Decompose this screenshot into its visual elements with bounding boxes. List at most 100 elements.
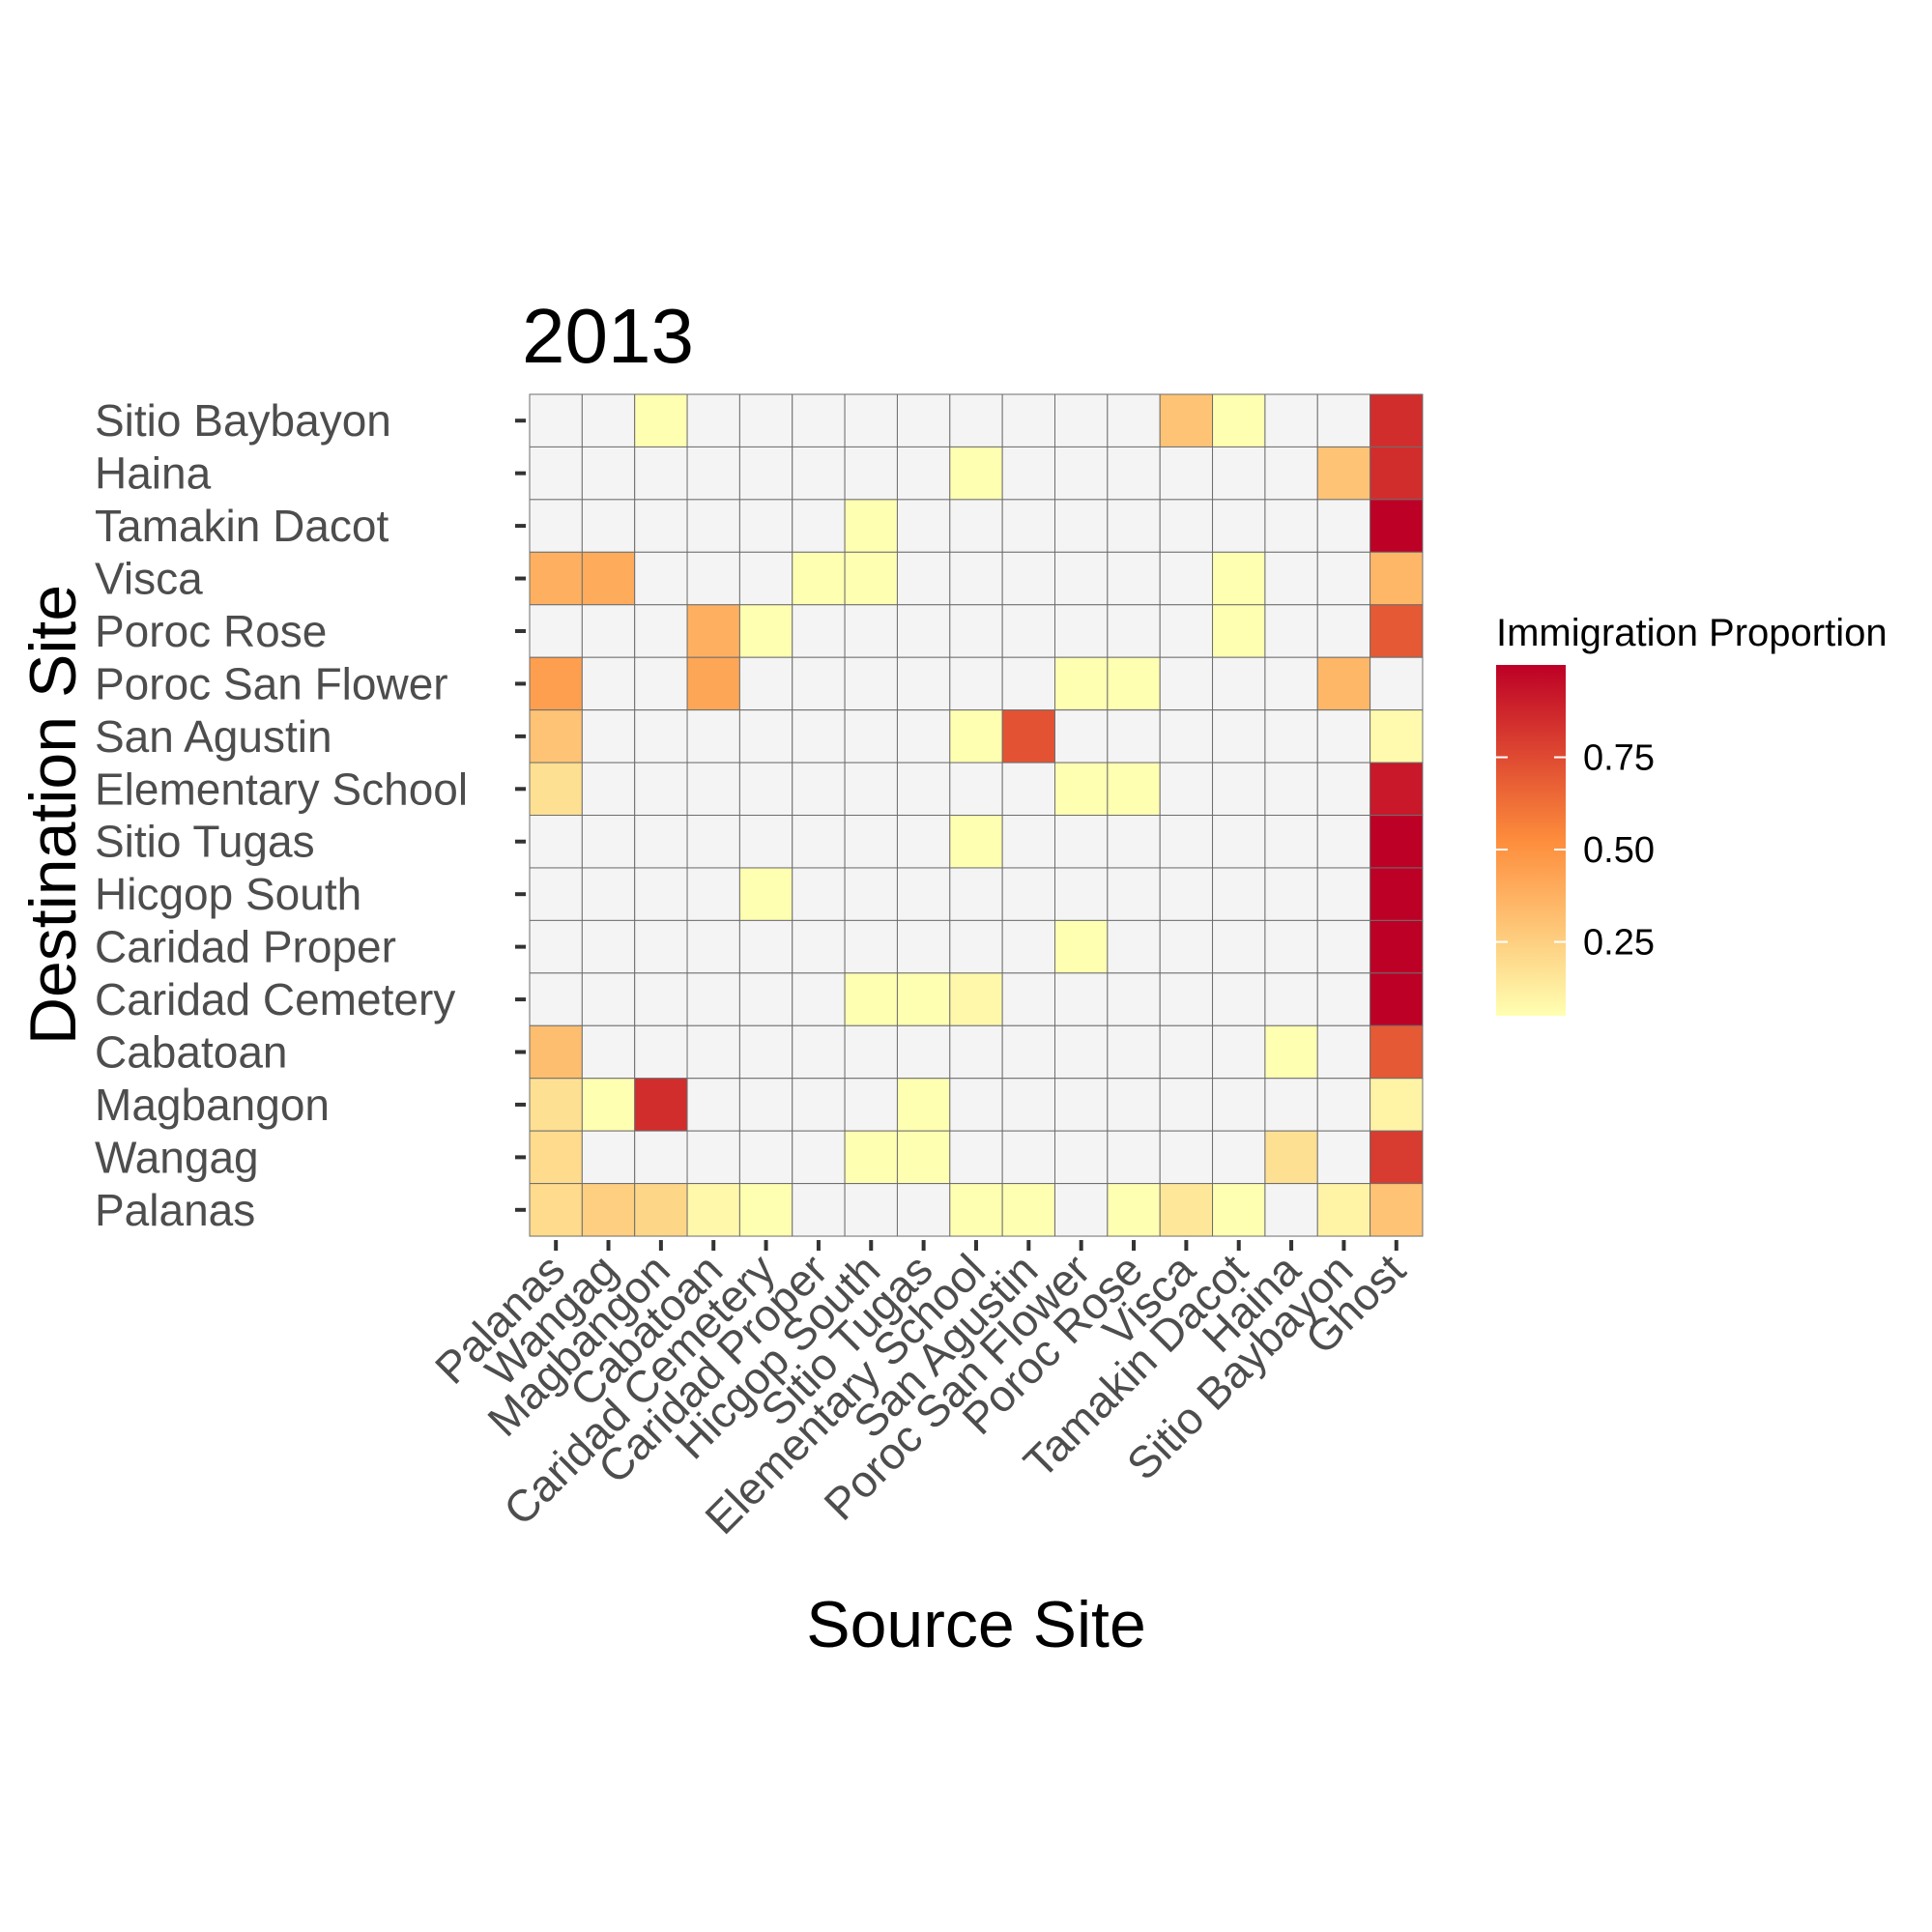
heatmap-cell xyxy=(1001,815,1056,869)
heatmap-cell xyxy=(1316,1078,1371,1132)
heatmap-cell xyxy=(1370,919,1424,974)
heatmap-cell xyxy=(1159,1024,1214,1080)
heatmap-cell xyxy=(896,867,951,921)
heatmap-cell xyxy=(844,499,898,553)
heatmap-cell xyxy=(844,1078,898,1132)
heatmap-cell xyxy=(792,1183,846,1237)
heatmap-cell xyxy=(1001,1183,1056,1237)
y-tick-label: Visca xyxy=(95,554,203,604)
heatmap-cell xyxy=(581,1024,636,1080)
heatmap-cell xyxy=(1054,551,1109,606)
heatmap-cell xyxy=(792,709,846,764)
heatmap-cell xyxy=(1370,1024,1424,1080)
heatmap-cell xyxy=(634,551,688,606)
heatmap-cell xyxy=(1370,1130,1424,1185)
heatmap-cell xyxy=(686,1024,740,1080)
heatmap-cell xyxy=(1159,551,1214,606)
heatmap-cell xyxy=(1107,551,1161,606)
heatmap-cell xyxy=(896,551,951,606)
heatmap-cell xyxy=(1316,762,1371,817)
heatmap-cell xyxy=(634,815,688,869)
heatmap-cell xyxy=(581,972,636,1026)
heatmap-cell xyxy=(634,762,688,817)
legend-title: Immigration Proportion xyxy=(1496,612,1888,654)
y-tick-label: Caridad Cemetery xyxy=(95,974,455,1024)
heatmap-cell xyxy=(686,919,740,974)
heatmap-cell xyxy=(949,393,1003,447)
heatmap-cell xyxy=(1264,1183,1318,1237)
heatmap-cell xyxy=(1212,1078,1266,1132)
heatmap-cell xyxy=(581,499,636,553)
heatmap-cell xyxy=(949,972,1003,1026)
heatmap-cell xyxy=(1001,604,1056,658)
heatmap-cell xyxy=(634,1078,688,1132)
heatmap-cell xyxy=(896,815,951,869)
heatmap-cell xyxy=(1054,1078,1109,1132)
y-tick-label: Caridad Proper xyxy=(95,922,396,972)
heatmap-cell xyxy=(1054,815,1109,869)
heatmap-cell xyxy=(1370,709,1424,764)
heatmap-cell xyxy=(896,972,951,1026)
heatmap-cell xyxy=(1159,1078,1214,1132)
heatmap-cell xyxy=(896,656,951,711)
heatmap-cell xyxy=(844,551,898,606)
heatmap-cell xyxy=(581,1078,636,1132)
heatmap-cell xyxy=(896,499,951,553)
heatmap-cell xyxy=(949,815,1003,869)
heatmap-cell xyxy=(634,919,688,974)
heatmap-cell xyxy=(792,1078,846,1132)
heatmap-cell xyxy=(1316,867,1371,921)
heatmap-cell xyxy=(1107,1078,1161,1132)
heatmap-cell xyxy=(1054,709,1109,764)
heatmap-cell xyxy=(844,604,898,658)
heatmap-cell xyxy=(1212,604,1266,658)
heatmap-cell xyxy=(581,867,636,921)
heatmap-cell xyxy=(1001,393,1056,447)
heatmap-cell xyxy=(1212,815,1266,869)
heatmap-cell xyxy=(1107,499,1161,553)
heatmap-cell xyxy=(1212,551,1266,606)
heatmap-cell xyxy=(1001,1130,1056,1185)
heatmap-cell xyxy=(1054,499,1109,553)
legend-ticks: 0.25 0.50 0.75 xyxy=(1496,738,1655,964)
heatmap-cell xyxy=(1370,1078,1424,1132)
heatmap-cell xyxy=(529,499,583,553)
heatmap-cell xyxy=(1370,499,1424,553)
heatmap-cell xyxy=(1316,551,1371,606)
heatmap-cell xyxy=(738,551,793,606)
heatmap-cell xyxy=(792,1024,846,1080)
heatmap-cell xyxy=(1264,972,1318,1026)
heatmap-cell xyxy=(844,446,898,501)
heatmap-cell xyxy=(1107,709,1161,764)
heatmap-cell xyxy=(1001,656,1056,711)
heatmap-cell xyxy=(1107,393,1161,447)
heatmap-cell xyxy=(949,446,1003,501)
heatmap-cell xyxy=(1107,867,1161,921)
heatmap-cell xyxy=(844,1183,898,1237)
heatmap-cell xyxy=(896,919,951,974)
heatmap-cell xyxy=(1054,446,1109,501)
heatmap-cell xyxy=(1316,709,1371,764)
heatmap-cell xyxy=(1264,1078,1318,1132)
heatmap-cell xyxy=(581,446,636,501)
heatmap-cell xyxy=(844,972,898,1026)
heatmap-cell xyxy=(581,709,636,764)
heatmap-cell xyxy=(1212,393,1266,447)
heatmap-cell xyxy=(1264,499,1318,553)
heatmap-cell xyxy=(686,972,740,1026)
heatmap-cell xyxy=(792,551,846,606)
heatmap-cell xyxy=(738,1130,793,1185)
heatmap-cell xyxy=(844,656,898,711)
heatmap-cell xyxy=(1316,815,1371,869)
heatmap-cell xyxy=(1370,1183,1424,1237)
x-axis-title: Source Site xyxy=(806,1588,1146,1661)
heatmap-cell xyxy=(1212,972,1266,1026)
heatmap-cell xyxy=(581,1130,636,1185)
heatmap-cell xyxy=(792,867,846,921)
heatmap-cell xyxy=(686,762,740,817)
heatmap-cell xyxy=(1159,919,1214,974)
heatmap-cell xyxy=(581,393,636,447)
heatmap-cell xyxy=(949,1130,1003,1185)
heatmap-cell xyxy=(1054,393,1109,447)
heatmap-cell xyxy=(529,656,583,711)
